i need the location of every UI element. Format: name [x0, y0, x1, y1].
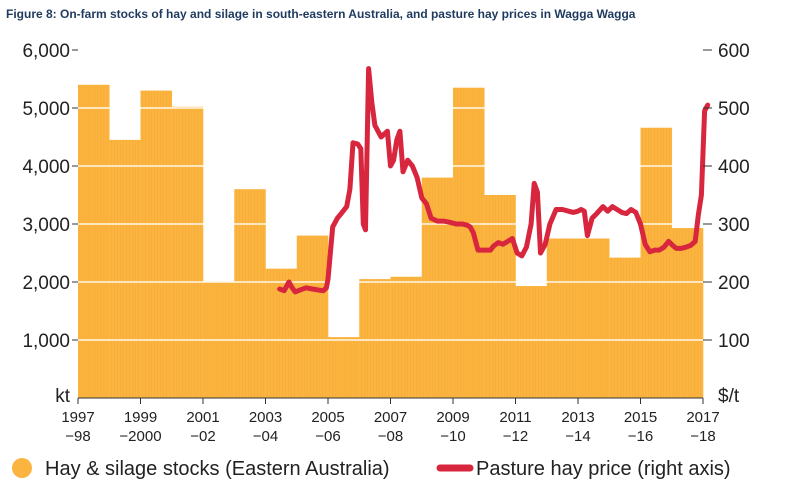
x-tick-label: −08 [378, 428, 403, 445]
x-tick-label: 2005 [311, 409, 344, 426]
x-tick-label: −98 [65, 428, 90, 445]
legend-stocks-swatch [12, 458, 32, 478]
x-tick-label: 2001 [186, 409, 219, 426]
legend-price-label: Pasture hay price (right axis) [476, 458, 731, 480]
left-tick-label: 2,000 [22, 273, 70, 294]
bar-2010-11 [484, 195, 516, 398]
legend: Hay & silage stocks (Eastern Australia) … [12, 458, 731, 480]
x-tick-label: −06 [315, 428, 340, 445]
x-tick-label: 2007 [374, 409, 407, 426]
x-tick-label: 2003 [249, 409, 282, 426]
left-tick-label: 1,000 [22, 331, 70, 352]
gridlines [78, 49, 703, 398]
left-axis-ticks: 6,000 5,000 4,000 3,000 2,000 1,000 [22, 41, 78, 352]
legend-stocks-label: Hay & silage stocks (Eastern Australia) [45, 458, 390, 480]
x-tick-label: −10 [440, 428, 465, 445]
left-tick-label: 5,000 [22, 99, 70, 120]
line-series [277, 66, 711, 295]
x-tick-label: 2015 [624, 409, 657, 426]
x-tick-label: −18 [690, 428, 715, 445]
right-axis-ticks: 600 500 400 300 200 100 [703, 41, 750, 352]
right-tick-label: 100 [718, 331, 750, 352]
right-axis-unit: $/t [718, 386, 740, 407]
price-line [277, 66, 711, 295]
x-tick-label: −2000 [119, 428, 161, 445]
x-tick-label: 2009 [436, 409, 469, 426]
right-tick-label: 400 [718, 157, 750, 178]
left-axis-unit: kt [55, 386, 71, 407]
x-tick-label: −12 [503, 428, 528, 445]
bar-2000-01 [171, 106, 204, 398]
bar-1998-99 [109, 139, 141, 398]
bar-2012-13 [546, 238, 579, 398]
right-tick-label: 300 [718, 215, 750, 236]
x-tick-label: −04 [253, 428, 278, 445]
x-tick-label: 2017 [686, 409, 719, 426]
x-tick-label: −02 [190, 428, 215, 445]
x-tick-label: 1999 [124, 409, 157, 426]
bar-2002-03 [234, 189, 266, 398]
chart-title: Figure 8: On-farm stocks of hay and sila… [6, 7, 636, 21]
left-tick-label: 4,000 [22, 157, 70, 178]
bar-series [78, 84, 704, 399]
right-tick-label: 500 [718, 99, 750, 120]
x-tick-label: −16 [628, 428, 653, 445]
x-tick-label: 1997 [61, 409, 94, 426]
bar-2006-07 [359, 279, 391, 398]
x-tick-label: 2013 [561, 409, 594, 426]
right-tick-label: 200 [718, 273, 750, 294]
left-tick-label: 3,000 [22, 215, 70, 236]
x-tick-label: 2011 [499, 409, 531, 426]
right-tick-label: 600 [718, 41, 750, 62]
x-axis: 1997 −98 1999 −2000 2001 −02 2003 −04 2005 −06 200… [61, 397, 720, 445]
bar-2016-17 [671, 228, 704, 398]
x-tick-label: −14 [565, 428, 590, 445]
left-tick-label: 6,000 [22, 41, 70, 62]
bar-2004-05 [296, 235, 329, 398]
bar-2014-15 [609, 257, 641, 398]
